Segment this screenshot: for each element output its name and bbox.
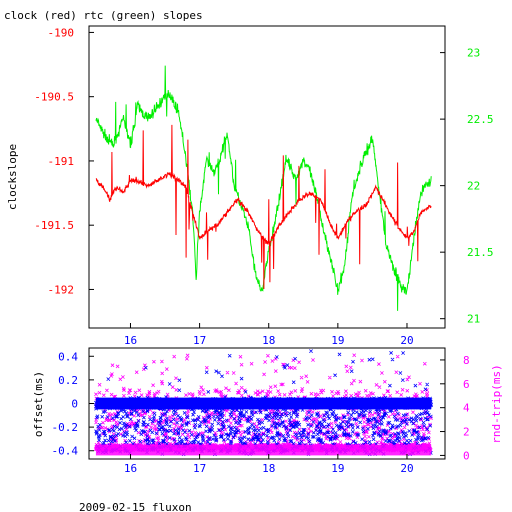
footer-label: 2009-02-15 fluxon bbox=[79, 501, 192, 512]
slope-y-right-tick-label: 21.5 bbox=[467, 246, 494, 259]
rndtrip-y-right-tick-label: 8 bbox=[463, 354, 470, 367]
offset-y-left-tick-label: -0.4 bbox=[52, 445, 79, 458]
rndtrip-y-right-tick-label: 6 bbox=[463, 378, 470, 391]
offset-x-tick-label: 17 bbox=[193, 462, 206, 475]
offset-y-left-tick-label: 0 bbox=[71, 398, 78, 411]
slope-y-right-tick-label: 22 bbox=[467, 180, 480, 193]
offset-y-left-tick-label: 0.2 bbox=[58, 374, 78, 387]
slope-y-right-tick-label: 23 bbox=[467, 47, 480, 60]
rndtrip-band bbox=[95, 444, 432, 456]
slope-x-tick-label: 18 bbox=[262, 334, 275, 347]
slope-y-left-tick-label: -191 bbox=[48, 155, 75, 168]
rndtrip-y-right-tick-label: 2 bbox=[463, 426, 470, 439]
slope-y-left-tick-label: -190.5 bbox=[34, 91, 74, 104]
slope-y-left-tick-label: -192 bbox=[48, 283, 75, 296]
offset-y-left-tick-label: -0.2 bbox=[52, 421, 79, 434]
offset-x-tick-label: 19 bbox=[331, 462, 344, 475]
slope-y-left-tick-label: -191.5 bbox=[34, 219, 74, 232]
offset-y-left-tick-label: 0.4 bbox=[58, 350, 78, 363]
offset-x-tick-label: 18 bbox=[262, 462, 275, 475]
slope-chart: 16 17 18 19 20 -190 -190.5 -191 -191.5 -192 23 22.5… bbox=[6, 25, 494, 347]
slope-y-left-label: clockslope bbox=[6, 144, 19, 210]
slope-y-right-tick-label: 22.5 bbox=[467, 113, 494, 126]
slope-y-left-tick-label: -190 bbox=[48, 26, 75, 39]
slope-y-right-tick-label: 21 bbox=[467, 313, 480, 326]
offset-band bbox=[95, 397, 432, 410]
rndtrip-y-right-label: rnd-trip(ms) bbox=[490, 364, 503, 443]
slope-chart-ticks: 16 17 18 19 20 -190 -190.5 -191 -191.5 -192 23 22.5… bbox=[34, 26, 493, 347]
slope-x-tick-label: 20 bbox=[400, 334, 413, 347]
slope-x-tick-label: 19 bbox=[331, 334, 344, 347]
clock-slope-line bbox=[95, 124, 432, 290]
slope-series bbox=[95, 65, 432, 311]
rndtrip-y-right-tick-label: 0 bbox=[463, 449, 470, 462]
offset-x-tick-label: 20 bbox=[400, 462, 413, 475]
slope-x-tick-label: 16 bbox=[124, 334, 137, 347]
offset-x-tick-label: 16 bbox=[124, 462, 137, 475]
rndtrip-y-right-tick-label: 4 bbox=[463, 402, 470, 415]
slope-chart-frame bbox=[88, 25, 446, 329]
offset-y-left-label: offset(ms) bbox=[32, 371, 45, 437]
page-title: clock (red) rtc (green) slopes bbox=[4, 9, 203, 22]
offset-series bbox=[94, 349, 433, 457]
slope-x-tick-label: 17 bbox=[193, 334, 206, 347]
